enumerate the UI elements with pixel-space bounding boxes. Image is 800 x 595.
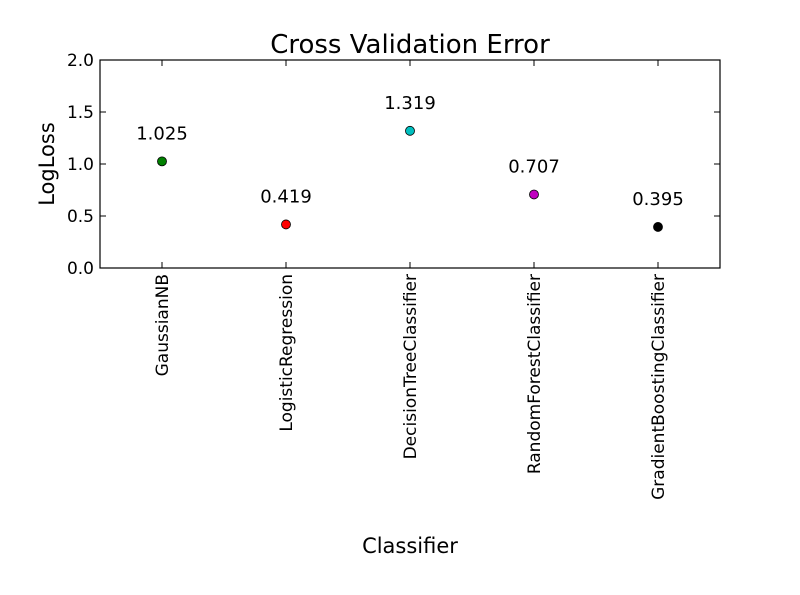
x-tick-label: GradientBoostingClassifier	[649, 274, 669, 500]
plot-area-frame	[99, 59, 721, 269]
data-point	[529, 189, 539, 200]
y-tick-label: 0.0	[67, 259, 94, 279]
data-label: 1.025	[136, 123, 188, 144]
data-label: 0.419	[260, 186, 312, 207]
x-tick-label: LogisticRegression	[277, 274, 297, 432]
y-axis-ticks: 0.0 0.5 1.0 1.5 2.0	[67, 51, 720, 279]
data-label: 0.707	[508, 156, 560, 177]
y-tick-label: 1.0	[67, 155, 94, 175]
y-tick-label: 1.5	[67, 103, 94, 123]
data-labels: 1.025 0.419 1.319 0.707 0.395	[136, 93, 684, 210]
data-point	[281, 219, 291, 230]
data-point	[157, 156, 167, 167]
data-point	[653, 222, 663, 232]
x-axis-label: Classifier	[362, 534, 458, 558]
chart-title: Cross Validation Error	[270, 30, 550, 60]
data-label: 1.319	[384, 93, 436, 114]
y-tick-label: 2.0	[67, 51, 94, 71]
data-label: 0.395	[632, 189, 684, 210]
y-axis-label: LogLoss	[35, 122, 59, 206]
x-axis-ticks: GaussianNB LogisticRegression DecisionTree…	[153, 60, 669, 500]
y-tick-label: 0.5	[67, 207, 94, 227]
data-points	[157, 125, 663, 232]
data-point	[405, 125, 415, 136]
x-tick-label: DecisionTreeClassifier	[401, 274, 421, 459]
x-tick-label: RandomForestClassifier	[525, 274, 545, 474]
x-tick-label: GaussianNB	[153, 274, 173, 376]
